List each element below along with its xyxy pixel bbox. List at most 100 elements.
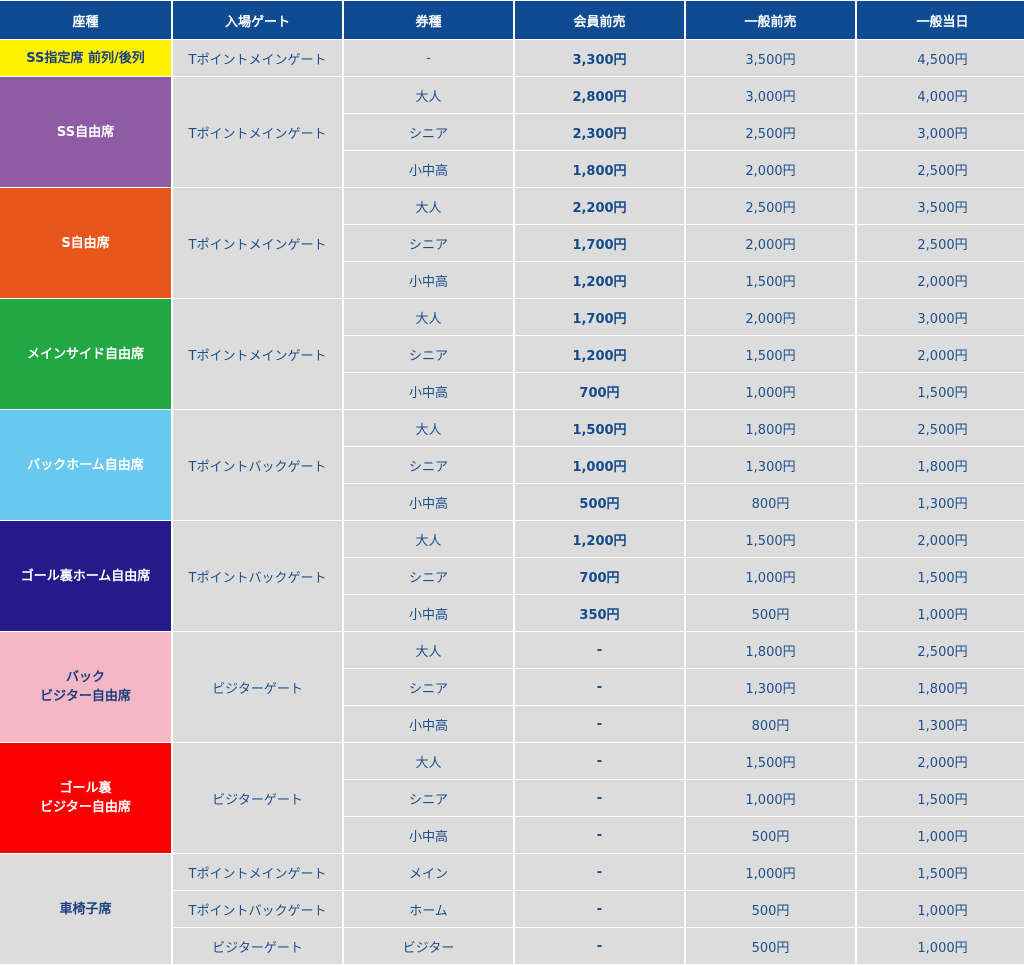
general-price-cell: 1,500円 [686,262,855,298]
gate-cell: Tポイントバックゲート [173,891,342,927]
general-price-cell: 2,000円 [686,299,855,335]
table-row: シニア 1,700円 2,000円 2,500円 [0,225,1024,261]
ticket-type-cell: 小中高 [344,484,513,520]
member-price-cell: - [515,743,684,779]
ticket-type-cell: シニア [344,780,513,816]
sameday-price-cell: 2,000円 [857,743,1024,779]
header-ticket-type: 券種 [344,1,513,39]
sameday-price-cell: 1,300円 [857,706,1024,742]
ticket-type-cell: 大人 [344,410,513,446]
ticket-type-cell: シニア [344,669,513,705]
general-price-cell: 1,300円 [686,447,855,483]
general-price-cell: 1,000円 [686,780,855,816]
table-row: 小中高 700円 1,000円 1,500円 [0,373,1024,409]
general-price-cell: 500円 [686,595,855,631]
general-price-cell: 1,000円 [686,558,855,594]
member-price-cell: 1,000円 [515,447,684,483]
member-price-cell: 1,500円 [515,410,684,446]
general-price-cell: 500円 [686,817,855,853]
table-row: シニア - 1,000円 1,500円 [0,780,1024,816]
table-row: 小中高 500円 800円 1,300円 [0,484,1024,520]
sameday-price-cell: 3,000円 [857,114,1024,150]
seat-name-cell: 車椅子席 [0,854,171,964]
seat-name-cell: ゴール裏 ビジター自由席 [0,743,171,853]
table-row: SS指定席 前列/後列 Tポイントメインゲート - 3,300円 3,500円 … [0,40,1024,76]
sameday-price-cell: 2,000円 [857,521,1024,557]
general-price-cell: 1,800円 [686,632,855,668]
member-price-cell: - [515,891,684,927]
member-price-cell: 3,300円 [515,40,684,76]
member-price-cell: 700円 [515,558,684,594]
general-price-cell: 1,300円 [686,669,855,705]
ticket-type-cell: シニア [344,114,513,150]
ticket-type-cell: 小中高 [344,373,513,409]
general-price-cell: 1,500円 [686,336,855,372]
gate-cell: Tポイントバックゲート [173,521,342,631]
ticket-type-cell: シニア [344,558,513,594]
general-price-cell: 1,500円 [686,743,855,779]
sameday-price-cell: 1,000円 [857,928,1024,964]
sameday-price-cell: 1,000円 [857,595,1024,631]
general-price-cell: 3,000円 [686,77,855,113]
sameday-price-cell: 3,000円 [857,299,1024,335]
sameday-price-cell: 2,500円 [857,632,1024,668]
ticket-type-cell: 大人 [344,188,513,224]
member-price-cell: 1,800円 [515,151,684,187]
table-row: SS自由席 Tポイントメインゲート 大人 2,800円 3,000円 4,000… [0,77,1024,187]
general-price-cell: 2,000円 [686,225,855,261]
general-price-cell: 500円 [686,891,855,927]
seat-name-cell: メインサイド自由席 [0,299,171,409]
sameday-price-cell: 1,800円 [857,447,1024,483]
table-row: 小中高 1,200円 1,500円 2,000円 [0,262,1024,298]
table-header-row: 座種 入場ゲート 券種 会員前売 一般前売 一般当日 [0,1,1024,39]
gate-cell: ビジターゲート [173,743,342,853]
member-price-cell: 1,200円 [515,336,684,372]
general-price-cell: 800円 [686,706,855,742]
sameday-price-cell: 2,000円 [857,336,1024,372]
table-row: S自由席 Tポイントメインゲート 大人 2,200円 2,500円 3,500円 [0,188,1024,298]
ticket-type-cell: 小中高 [344,706,513,742]
table-row: シニア 2,300円 2,500円 3,000円 [0,114,1024,150]
table-row: 小中高 1,800円 2,000円 2,500円 [0,151,1024,187]
ticket-type-cell: シニア [344,225,513,261]
member-price-cell: - [515,817,684,853]
header-seat: 座種 [0,1,171,39]
ticket-type-cell: 大人 [344,743,513,779]
ticket-type-cell: シニア [344,336,513,372]
seat-name-cell: SS指定席 前列/後列 [0,40,171,76]
table-row: ゴール裏 ビジター自由席 ビジターゲート 大人 - 1,500円 2,000円 [0,743,1024,853]
ticket-type-cell: 小中高 [344,151,513,187]
ticket-type-cell: ビジター [344,928,513,964]
table-row: 小中高 - 800円 1,300円 [0,706,1024,742]
table-row: 車椅子席 Tポイントメインゲート メイン - 1,000円 1,500円 [0,854,1024,964]
ticket-type-cell: ホーム [344,891,513,927]
table-row: ビジターゲート ビジター - 500円 1,000円 [0,928,1024,964]
member-price-cell: 1,200円 [515,262,684,298]
sameday-price-cell: 2,500円 [857,151,1024,187]
member-price-cell: 2,300円 [515,114,684,150]
member-price-cell: 350円 [515,595,684,631]
sameday-price-cell: 2,500円 [857,410,1024,446]
seat-name-cell: S自由席 [0,188,171,298]
ticket-type-cell: 大人 [344,632,513,668]
gate-cell: ビジターゲート [173,632,342,742]
table-row: シニア 1,000円 1,300円 1,800円 [0,447,1024,483]
gate-cell: Tポイントバックゲート [173,410,342,520]
ticket-type-cell: 大人 [344,521,513,557]
sameday-price-cell: 1,800円 [857,669,1024,705]
gate-cell: Tポイントメインゲート [173,854,342,890]
sameday-price-cell: 1,500円 [857,558,1024,594]
member-price-cell: - [515,632,684,668]
table-row: Tポイントバックゲート ホーム - 500円 1,000円 [0,891,1024,927]
general-price-cell: 2,000円 [686,151,855,187]
general-price-cell: 1,000円 [686,854,855,890]
member-price-cell: - [515,669,684,705]
general-price-cell: 1,500円 [686,521,855,557]
general-price-cell: 2,500円 [686,114,855,150]
gate-cell: Tポイントメインゲート [173,299,342,409]
ticket-type-cell: 大人 [344,77,513,113]
table-row: バック ビジター自由席 ビジターゲート 大人 - 1,800円 2,500円 [0,632,1024,742]
ticket-type-cell: メイン [344,854,513,890]
table-row: バックホーム自由席 Tポイントバックゲート 大人 1,500円 1,800円 2… [0,410,1024,520]
